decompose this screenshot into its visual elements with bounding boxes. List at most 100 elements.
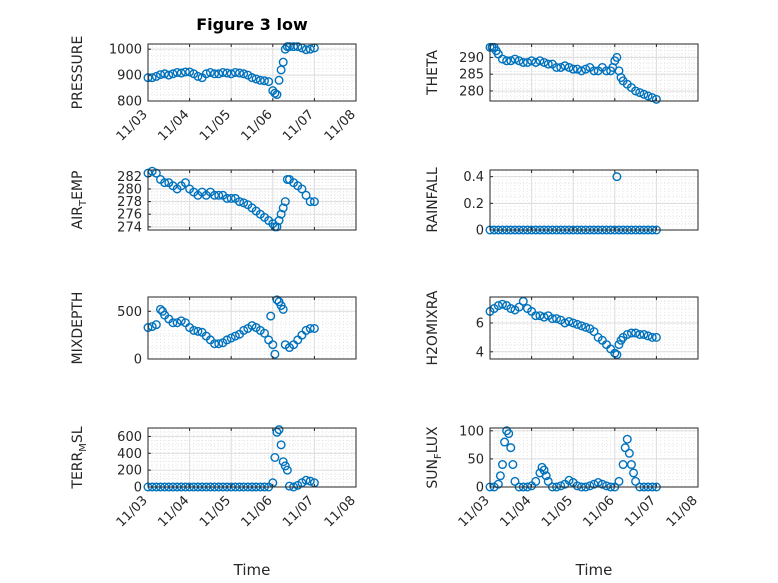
data-point bbox=[597, 479, 607, 489]
data-point bbox=[510, 54, 520, 64]
data-point bbox=[305, 197, 315, 207]
x-tick-label: 11/07 bbox=[280, 107, 317, 144]
y-axis-label: MIXDEPTH bbox=[70, 292, 86, 365]
y-tick-label: 280 bbox=[117, 182, 142, 197]
data-point bbox=[506, 443, 516, 453]
data-point bbox=[180, 67, 190, 77]
data-point bbox=[556, 481, 566, 491]
data-point bbox=[193, 326, 203, 336]
x-tick-label: 11/07 bbox=[622, 493, 659, 530]
data-point bbox=[301, 325, 311, 335]
y-tick-label: 0.4 bbox=[463, 170, 484, 185]
y-tick-label: 285 bbox=[459, 68, 484, 83]
data-point bbox=[255, 75, 265, 85]
data-point bbox=[247, 321, 257, 331]
data-point bbox=[264, 77, 274, 87]
data-point bbox=[274, 75, 284, 85]
data-point bbox=[589, 327, 599, 337]
y-tick-label: 276 bbox=[117, 208, 142, 223]
data-point bbox=[618, 460, 628, 470]
data-point bbox=[543, 59, 553, 69]
data-point bbox=[612, 350, 622, 360]
data-point bbox=[581, 64, 591, 74]
y-tick-label: 1000 bbox=[109, 43, 142, 58]
x-tick-label: 11/08 bbox=[664, 493, 701, 530]
y-tick-label: 800 bbox=[117, 95, 142, 110]
x-axis-label-right: Time bbox=[575, 561, 613, 579]
y-tick-label: 0 bbox=[476, 224, 484, 239]
data-point bbox=[568, 64, 578, 74]
y-tick-label: 600 bbox=[117, 430, 142, 445]
data-point bbox=[293, 42, 303, 52]
data-point bbox=[270, 88, 280, 98]
data-point bbox=[612, 172, 622, 182]
data-point bbox=[577, 321, 587, 331]
data-point bbox=[601, 481, 611, 491]
data-point bbox=[639, 329, 649, 339]
data-point bbox=[189, 325, 199, 335]
data-point bbox=[518, 57, 528, 67]
data-point bbox=[624, 448, 634, 458]
data-point bbox=[531, 311, 541, 321]
y-axis-label: THETA bbox=[425, 50, 441, 96]
data-point bbox=[272, 90, 282, 100]
data-point bbox=[547, 314, 557, 324]
x-tick-label: 11/06 bbox=[239, 107, 276, 144]
data-point bbox=[210, 69, 220, 79]
axes-box bbox=[147, 296, 357, 360]
data-point bbox=[278, 304, 288, 314]
data-point bbox=[539, 57, 549, 67]
data-point bbox=[589, 479, 599, 489]
data-point bbox=[301, 475, 311, 485]
panel-7: 0 200 400 600 11/03 11/04 11/05 11/06 11/07 11/08… bbox=[70, 425, 359, 530]
data-point bbox=[160, 178, 170, 188]
y-tick-label: 100 bbox=[459, 424, 484, 439]
y-tick-label: 4 bbox=[476, 345, 484, 360]
data-point bbox=[284, 481, 294, 491]
data-point bbox=[226, 333, 236, 343]
data-point bbox=[556, 62, 566, 72]
data-point bbox=[585, 481, 595, 491]
data-point bbox=[622, 434, 632, 444]
data-point bbox=[541, 471, 551, 481]
y-tick-label: 400 bbox=[117, 447, 142, 462]
y-axis-label: AIRTEMP bbox=[70, 171, 89, 230]
data-point bbox=[239, 325, 249, 335]
data-point bbox=[214, 339, 224, 349]
data-point bbox=[643, 331, 653, 341]
data-point bbox=[160, 69, 170, 79]
data-point bbox=[155, 304, 165, 314]
axes-box bbox=[147, 43, 357, 102]
data-point bbox=[577, 66, 587, 76]
y-tick-label: 0 bbox=[134, 481, 142, 496]
data-point bbox=[593, 478, 603, 488]
data-point bbox=[560, 318, 570, 328]
data-point bbox=[493, 479, 503, 489]
y-tick-label: 50 bbox=[467, 452, 484, 467]
data-point bbox=[539, 465, 549, 475]
y-axis-label: PRESSURE bbox=[70, 36, 86, 110]
x-tick-label: 11/07 bbox=[280, 493, 317, 530]
data-point bbox=[614, 476, 624, 486]
data-point bbox=[172, 318, 182, 328]
data-point bbox=[226, 69, 236, 79]
data-point bbox=[531, 476, 541, 486]
y-tick-label: 280 bbox=[459, 84, 484, 99]
data-point bbox=[259, 76, 269, 86]
data-point bbox=[497, 299, 507, 309]
panel-8: 0 50 100 11/03 11/04 11/05 11/06 11/07 11/08 SUNF… bbox=[425, 424, 701, 530]
data-point bbox=[280, 197, 290, 207]
data-point bbox=[235, 197, 245, 207]
data-point bbox=[508, 460, 518, 470]
plot-area bbox=[490, 428, 698, 487]
data-point bbox=[168, 318, 178, 328]
data-point bbox=[531, 57, 541, 67]
data-point bbox=[506, 56, 516, 66]
data-point bbox=[552, 62, 562, 72]
x-tick-label: 11/06 bbox=[239, 493, 276, 530]
data-point bbox=[230, 67, 240, 77]
y-tick-label: 290 bbox=[459, 51, 484, 66]
data-point bbox=[168, 69, 178, 79]
data-point bbox=[631, 86, 641, 96]
